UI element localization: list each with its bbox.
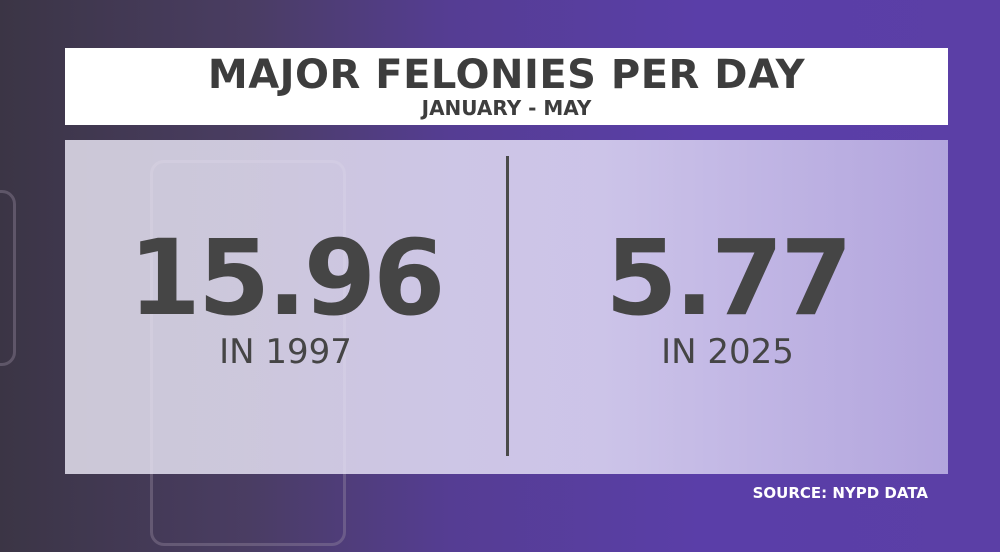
background-window [0,190,16,366]
stat: 15.96 IN 1997 [65,218,506,372]
subtitle: JANUARY - MAY [421,96,592,120]
stats-panel: 15.96 IN 1997 5.77 IN 2025 [65,140,948,474]
stat-value: 15.96 [128,217,446,339]
stat-value: 5.77 [605,217,853,339]
stat: 5.77 IN 2025 [507,218,948,372]
stat-label: IN 1997 [219,332,352,372]
source: SOURCE: NYPD DATA [752,484,928,502]
title-box: MAJOR FELONIES PER DAY JANUARY - MAY [65,48,948,125]
divider [506,156,509,456]
title: MAJOR FELONIES PER DAY [207,52,806,98]
stat-label: IN 2025 [661,332,794,372]
